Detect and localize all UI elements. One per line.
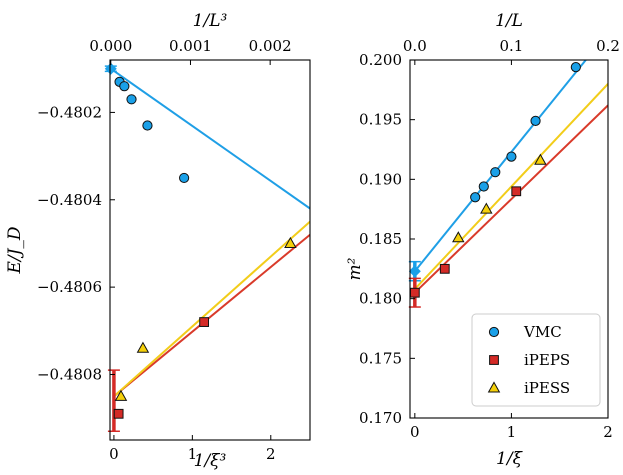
point-vmc: [530, 115, 541, 126]
x-tick-label: 2: [266, 445, 276, 463]
top-axis-label: 1/L: [495, 11, 523, 31]
point-ipess: [534, 153, 547, 165]
fit-line-ipess: [113, 220, 310, 398]
fit-line-ipeps: [414, 104, 608, 294]
x-tick-label: 1: [507, 423, 517, 441]
y-axis-label: E/J_D: [5, 226, 25, 274]
y-tick-label: 0.200: [359, 51, 402, 69]
top-tick-label: 0.1: [499, 37, 523, 55]
point-vmc: [470, 192, 481, 203]
right-panel: 0 1 2 0.0 0.1 0.2 0.170 0.175 0.180 0.185 0.190 0.1…: [345, 11, 620, 469]
point-vmc: [490, 167, 501, 178]
plot-frame: [109, 59, 311, 441]
fit-line-vmc: [414, 60, 588, 272]
y-tick-label: 0.190: [359, 170, 402, 188]
point-vmc: [142, 120, 153, 131]
point-vmc: [179, 172, 190, 184]
top-tick-label: 0.2: [596, 37, 620, 55]
y-axis-label: m²: [345, 257, 365, 280]
point-vmc: [570, 62, 581, 73]
y-tick-label: 0.180: [359, 290, 402, 308]
point-ipeps: [409, 287, 420, 298]
left-panel: 0 1 2 0.000 0.001 0.002 −0.4802 −0.4804 −0.4806 −…: [5, 11, 311, 471]
y-tick-label: 0.175: [359, 349, 402, 367]
extrapolated-point-vmc: [104, 62, 117, 75]
y-tick-label: −0.4808: [37, 365, 102, 383]
point-vmc: [119, 81, 130, 92]
legend-marker-ipess: [487, 381, 501, 393]
y-tick-label: 0.170: [359, 409, 402, 427]
top-tick-label: 0.001: [169, 37, 212, 55]
point-vmc: [506, 151, 517, 162]
fit-line-ipeps: [113, 233, 310, 398]
x-tick-label: 0: [410, 423, 420, 441]
legend: VMC iPEPS iPESS: [471, 313, 601, 407]
fit-line-vmc: [110, 67, 310, 210]
point-ipess: [284, 236, 297, 248]
top-tick-label: 0.0: [403, 37, 427, 55]
y-tick-label: −0.4802: [37, 103, 102, 121]
legend-label-vmc: VMC: [523, 323, 562, 341]
legend-label-ipeps: iPEPS: [524, 351, 570, 369]
point-ipess: [136, 341, 150, 353]
top-tick-label: 0.002: [249, 37, 292, 55]
x-tick-label: 1: [188, 445, 198, 463]
x-tick-label: 0: [109, 445, 119, 463]
y-tick-label: −0.4804: [37, 191, 102, 209]
point-ipeps: [199, 317, 210, 327]
point-ipess: [480, 202, 493, 214]
extrapolated-point-vmc: [408, 265, 421, 278]
x-axis-label: 1/ξ³: [194, 451, 227, 471]
top-axis-label: 1/L³: [193, 11, 228, 31]
point-ipeps: [439, 263, 450, 274]
errorbar-vmc: [104, 62, 117, 75]
point-ipeps: [511, 186, 522, 197]
y-tick-label: 0.185: [359, 230, 402, 248]
x-axis-label: 1/ξ: [496, 449, 524, 469]
legend-marker-vmc: [488, 326, 500, 338]
y-tick-label: −0.4806: [37, 278, 102, 296]
legend-box: [471, 313, 601, 407]
legend-label-ipess: iPESS: [524, 379, 570, 397]
point-ipeps: [113, 408, 124, 419]
point-ipess: [452, 231, 465, 243]
point-ipess: [114, 389, 128, 401]
point-vmc: [126, 94, 137, 105]
y-tick-label: 0.195: [359, 111, 402, 129]
legend-marker-ipeps: [489, 355, 499, 365]
top-tick-label: 0.000: [89, 37, 132, 55]
x-tick-label: 2: [603, 423, 613, 441]
point-vmc: [478, 181, 489, 192]
